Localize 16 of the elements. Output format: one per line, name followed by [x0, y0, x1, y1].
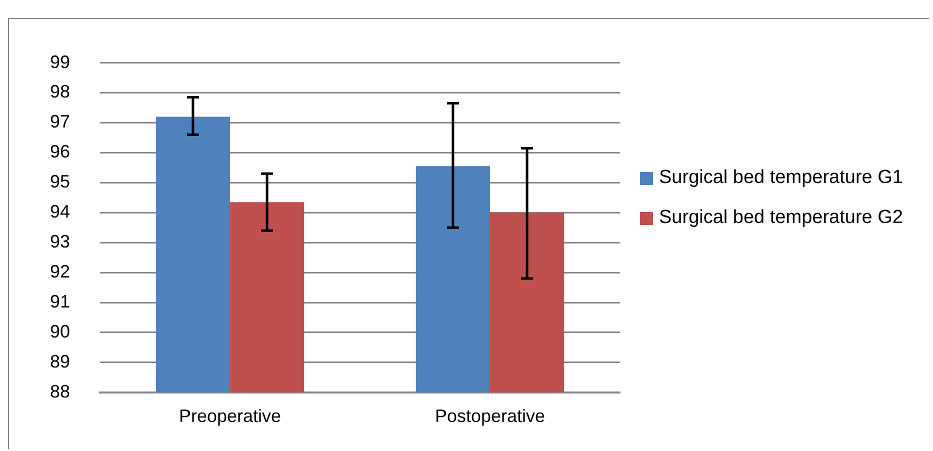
y-tick-label: 90 — [50, 321, 70, 342]
y-tick-label: 99 — [50, 52, 70, 72]
y-tick-label: 89 — [50, 351, 70, 372]
y-tick-label: 88 — [50, 381, 70, 402]
legend-label: Surgical bed temperature G2 — [659, 206, 903, 230]
y-tick-label: 93 — [50, 232, 70, 252]
x-tick-label: Postoperative — [434, 406, 546, 426]
legend-label: Surgical bed temperature G1 — [659, 166, 903, 190]
x-tick-label: Preoperative — [178, 406, 282, 426]
y-tick-label: 92 — [50, 262, 70, 282]
y-tick-label: 94 — [50, 202, 70, 222]
y-tick-label: 96 — [50, 142, 70, 162]
y-tick-label: 98 — [50, 82, 70, 102]
y-tick-label: 97 — [50, 112, 70, 132]
y-tick-label: 91 — [50, 291, 70, 312]
y-tick-label: 95 — [50, 172, 70, 192]
